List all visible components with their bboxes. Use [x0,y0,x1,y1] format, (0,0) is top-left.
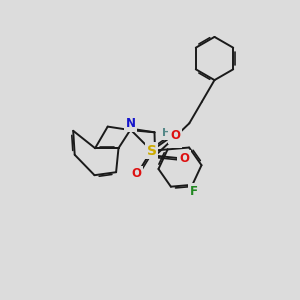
Text: O: O [170,129,180,142]
Text: N: N [170,133,180,146]
Text: N: N [125,117,136,130]
Text: O: O [131,167,142,180]
Text: H: H [163,128,172,138]
Text: F: F [190,185,198,198]
Text: S: S [146,144,157,158]
Text: O: O [179,152,189,165]
